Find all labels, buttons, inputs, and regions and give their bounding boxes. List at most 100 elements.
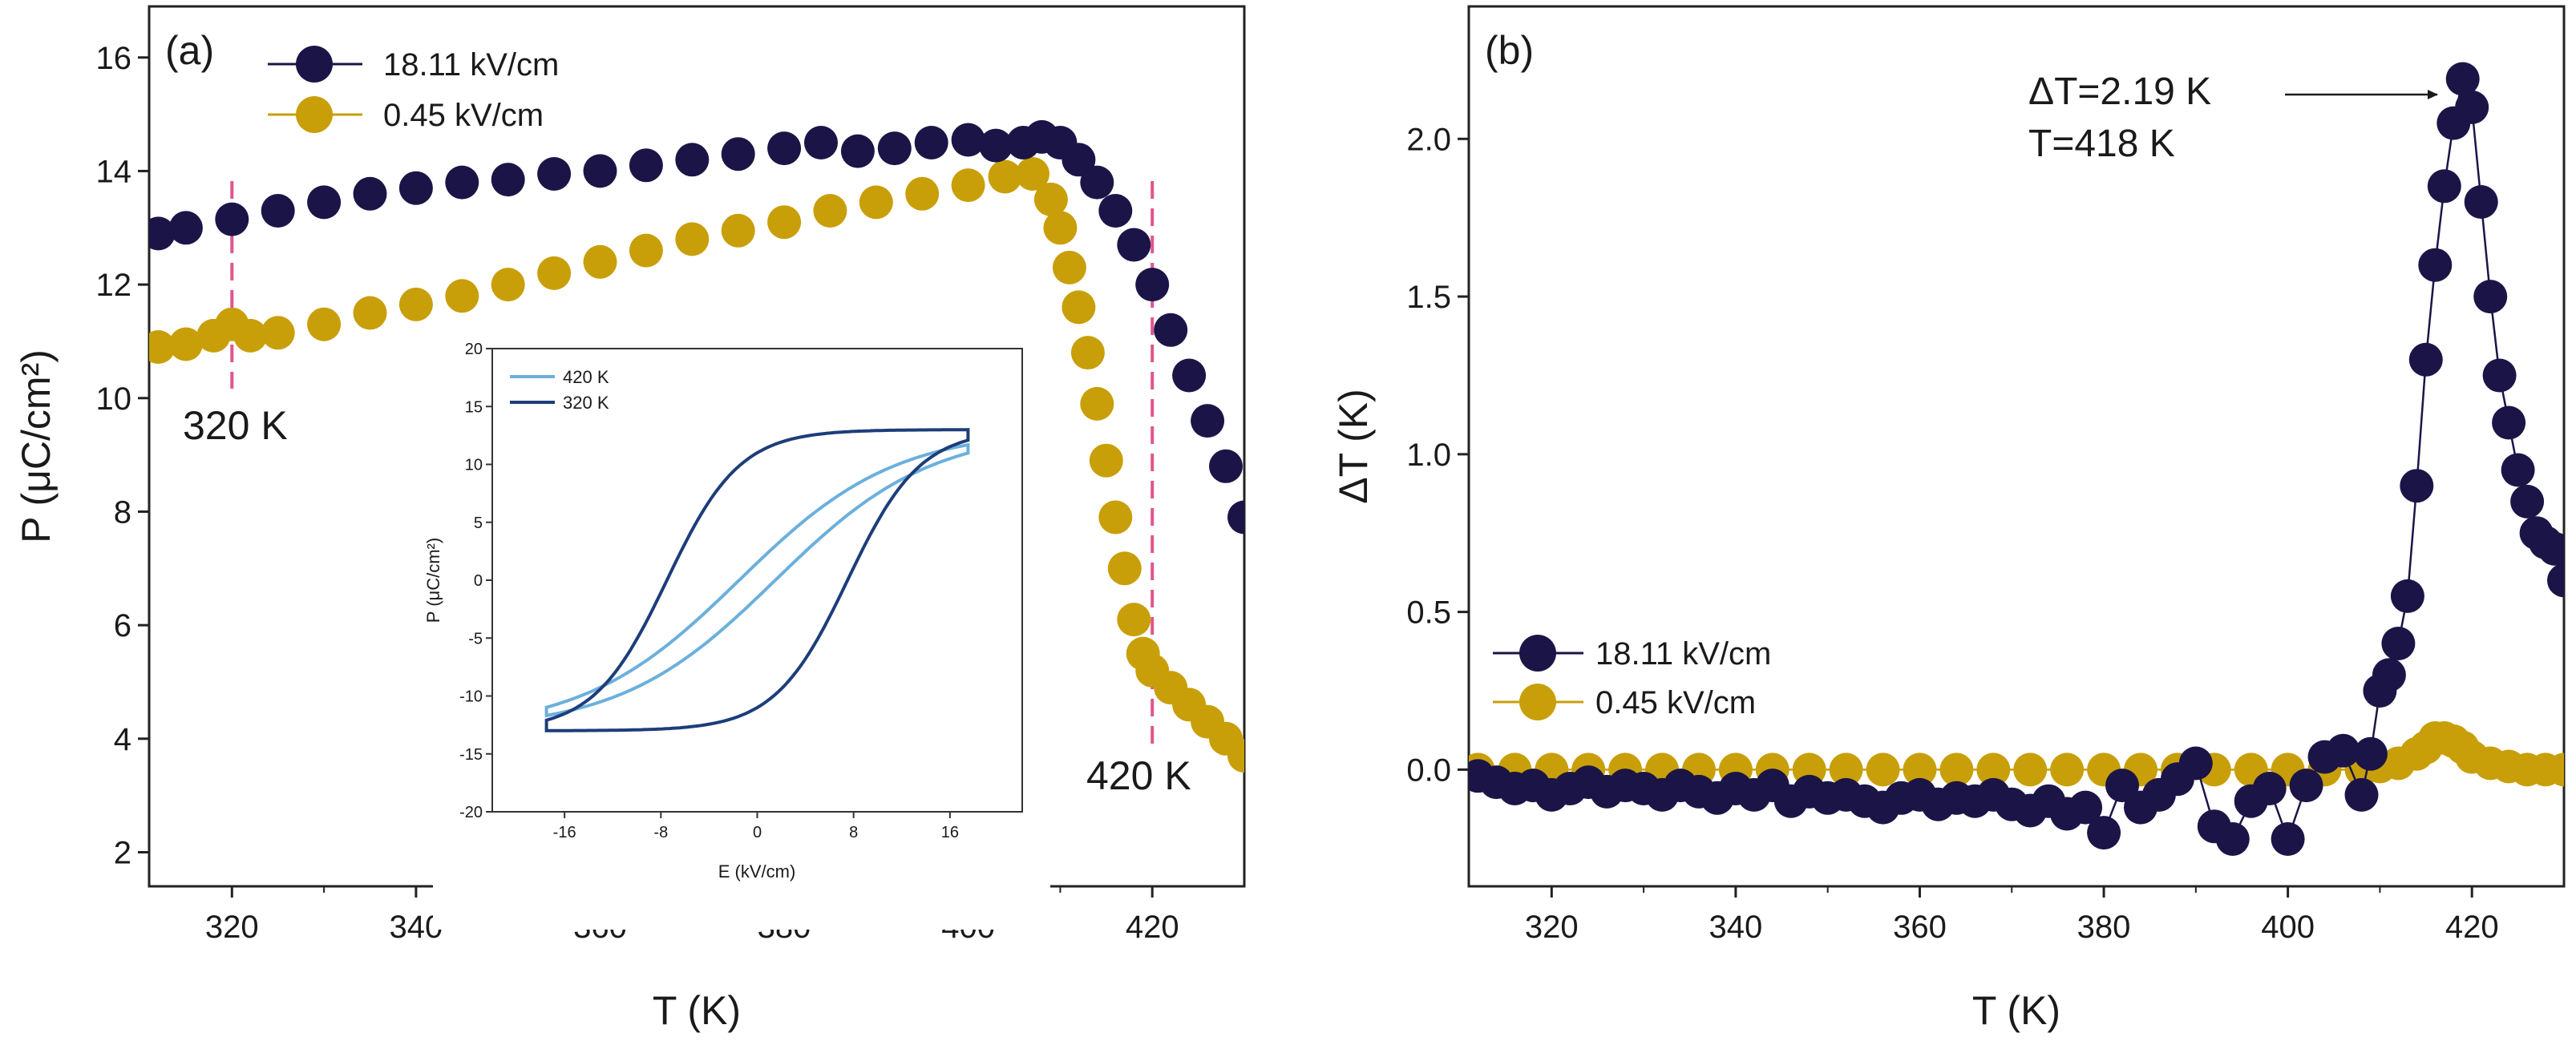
data-point-dark bbox=[1062, 143, 1096, 177]
panel-a-series-dark bbox=[149, 119, 1244, 535]
data-point-dark bbox=[2455, 90, 2489, 124]
y-tick-label: 16 bbox=[96, 41, 132, 76]
y-tick-label: 0.0 bbox=[1406, 752, 1451, 788]
data-point-gold bbox=[583, 244, 617, 279]
legend-b-gold-label: 0.45 kV/cm bbox=[1595, 685, 1756, 720]
data-point-dark bbox=[840, 134, 875, 168]
data-point-gold bbox=[988, 159, 1022, 194]
x-tick-label: 420 bbox=[2445, 910, 2499, 945]
data-point-dark bbox=[2087, 816, 2121, 850]
data-point-dark bbox=[721, 137, 755, 171]
data-point-dark bbox=[2381, 627, 2416, 660]
y-tick-label: 1.0 bbox=[1406, 438, 1451, 473]
data-point-dark bbox=[2271, 822, 2305, 856]
inset-x-tick-label: 8 bbox=[849, 824, 858, 841]
data-point-dark bbox=[261, 194, 295, 228]
data-point-gold bbox=[1052, 250, 1086, 284]
panel-a-xlabel: T (K) bbox=[653, 988, 741, 1033]
data-point-gold bbox=[1829, 752, 1863, 787]
data-point-dark bbox=[2178, 746, 2213, 781]
data-point-gold bbox=[1976, 752, 2011, 787]
inset-legend-320k-label: 320 K bbox=[563, 393, 609, 413]
inset-legend-420k-label: 420 K bbox=[563, 367, 609, 387]
data-point-gold bbox=[261, 316, 295, 350]
inset-xlabel: E (kV/cm) bbox=[718, 861, 796, 882]
y-tick-label: 6 bbox=[114, 608, 131, 643]
data-point-dark bbox=[914, 126, 948, 159]
inset-ylabel: P (μC/cm²) bbox=[423, 538, 443, 623]
data-point-dark bbox=[2492, 405, 2526, 440]
data-point-gold bbox=[491, 268, 525, 302]
data-point-dark bbox=[1135, 268, 1170, 302]
data-point-dark bbox=[2501, 453, 2535, 487]
data-point-dark bbox=[2547, 563, 2564, 598]
data-point-gold bbox=[149, 330, 176, 364]
data-point-gold bbox=[1117, 603, 1151, 637]
y-tick-label: 10 bbox=[96, 381, 132, 417]
data-point-dark bbox=[2390, 579, 2424, 613]
y-tick-label: 2 bbox=[114, 835, 131, 870]
data-point-dark bbox=[2538, 531, 2564, 566]
inset-y-tick-label: 10 bbox=[465, 457, 483, 474]
data-point-gold bbox=[2013, 752, 2048, 787]
data-point-gold bbox=[307, 307, 342, 341]
data-point-dark bbox=[2418, 248, 2453, 282]
data-point-dark bbox=[398, 171, 433, 205]
data-point-gold bbox=[1866, 752, 1900, 787]
data-point-dark bbox=[491, 163, 525, 197]
data-point-dark bbox=[2510, 484, 2545, 518]
data-point-dark bbox=[2105, 769, 2139, 803]
data-point-gold bbox=[859, 185, 893, 220]
panel-b: 320 340 360 380 400 420 0.0 0.5 1.0 1.5 2.0 (b) T … bbox=[1331, 5, 2566, 1033]
data-point-dark bbox=[2445, 62, 2480, 96]
data-point-dark bbox=[1080, 165, 1114, 200]
data-point-dark bbox=[629, 148, 663, 183]
panel-a-series-gold bbox=[149, 157, 1244, 773]
inset-y-tick-label: -20 bbox=[459, 804, 483, 821]
annotation-420k: 420 K bbox=[1086, 753, 1191, 798]
data-point-gold bbox=[233, 318, 268, 353]
data-point-dark bbox=[2252, 772, 2287, 805]
data-point-dark bbox=[353, 176, 387, 211]
inset-ticks: -16 -8 0 8 16 -20 -15 -10 -5 0 5 10 15 20 bbox=[459, 341, 959, 841]
data-point-gold bbox=[813, 194, 847, 228]
data-point-gold bbox=[721, 213, 755, 248]
data-point-gold bbox=[1939, 752, 1974, 787]
y-tick-label: 1.5 bbox=[1406, 280, 1451, 315]
data-point-dark bbox=[537, 157, 572, 191]
data-point-gold bbox=[951, 168, 985, 203]
data-point-dark bbox=[1098, 194, 1133, 228]
panel-b-frame bbox=[1467, 5, 2566, 888]
data-point-dark bbox=[2344, 777, 2379, 812]
inset-y-tick-label: 0 bbox=[474, 572, 483, 590]
x-tick-label: 320 bbox=[1525, 910, 1579, 945]
data-point-dark bbox=[1172, 358, 1207, 393]
data-point-dark bbox=[445, 165, 479, 200]
data-point-gold bbox=[905, 176, 940, 211]
legend-b-dark-label: 18.11 kV/cm bbox=[1595, 636, 1771, 672]
data-point-gold bbox=[1903, 752, 1937, 787]
legend-a-gold-marker bbox=[296, 96, 333, 133]
inset-y-tick-label: -5 bbox=[468, 630, 483, 648]
data-point-gold bbox=[675, 222, 710, 256]
annotation-320k: 320 K bbox=[183, 403, 288, 448]
data-point-gold bbox=[168, 327, 203, 361]
peak-annotation-dt: ΔT=2.19 K bbox=[2028, 71, 2211, 113]
data-point-dark bbox=[2215, 822, 2250, 856]
x-tick-label: 400 bbox=[2261, 910, 2315, 945]
data-point-dark bbox=[1209, 449, 1243, 483]
data-point-dark bbox=[951, 123, 985, 157]
panel-b-series-dark bbox=[1469, 62, 2564, 856]
data-point-dark bbox=[2473, 280, 2508, 314]
data-point-gold bbox=[1033, 182, 1068, 216]
panel-b-ylabel: ΔT (K) bbox=[1331, 389, 1376, 504]
data-point-dark bbox=[168, 211, 203, 245]
panel-a-ylabel: P (μC/cm²) bbox=[14, 349, 59, 543]
x-tick-label: 340 bbox=[1709, 910, 1763, 945]
legend-a-dark-label: 18.11 kV/cm bbox=[383, 47, 559, 83]
data-point-dark bbox=[2400, 469, 2434, 503]
data-point-gold bbox=[1043, 211, 1078, 245]
data-point-dark bbox=[2068, 790, 2103, 825]
data-point-gold bbox=[1070, 336, 1105, 370]
